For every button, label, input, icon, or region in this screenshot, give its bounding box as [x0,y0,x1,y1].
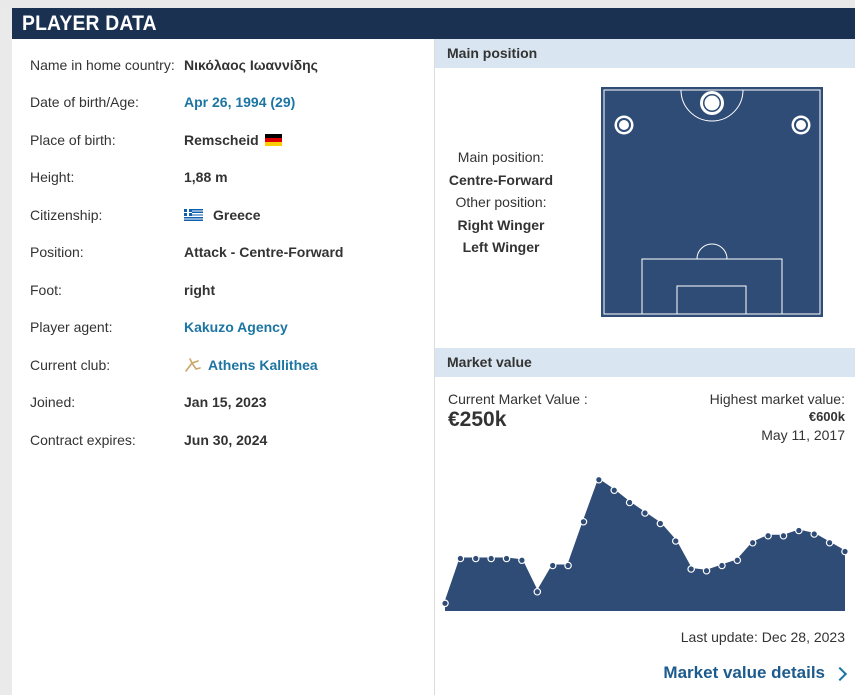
chart-point[interactable] [487,554,495,563]
club-link[interactable]: Athens Kallithea [184,357,318,373]
row-label: Height: [30,169,75,185]
chart-point[interactable] [625,498,634,507]
row-value: Greece [184,207,260,223]
row-label: Player agent: [30,319,113,335]
main-position-title: Main position [447,45,538,61]
row-label: Current club: [30,357,111,373]
highest-value-date: May 11, 2017 [761,427,845,443]
chart-point[interactable] [610,486,619,495]
row-label: Contract expires: [30,432,136,448]
chart-point[interactable] [441,599,449,608]
row-value: Jun 30, 2024 [184,432,268,448]
other-position-value: Left Winger [462,239,540,255]
row-value: Νικόλαος Ιωαννίδης [184,57,318,73]
details-link-label: Market value details [663,663,825,682]
market-value-chart [441,475,849,611]
chart-point[interactable] [795,526,803,535]
centre-forward-marker [700,91,724,115]
other-position-value: Right Winger [457,217,545,233]
chart-point[interactable] [656,519,665,528]
chart-point[interactable] [518,556,526,565]
current-value-label: Current Market Value : [448,391,588,407]
chart-point[interactable] [641,509,649,517]
other-position-label: Other position: [455,194,547,210]
column-divider [434,39,435,695]
row-value: right [184,282,216,298]
chart-point[interactable] [779,531,788,540]
section-header: PLAYER DATA [12,8,855,39]
agent-link[interactable]: Kakuzo Agency [184,319,288,335]
chart-point[interactable] [564,561,572,570]
chart-point[interactable] [533,587,542,596]
chart-point[interactable] [825,538,834,547]
chart-point[interactable] [702,566,711,575]
chart-point[interactable] [810,530,819,538]
row-value: Jan 15, 2023 [184,394,267,410]
main-position-value: Centre-Forward [448,172,554,188]
right-winger-marker [791,115,811,135]
club-name: Athens Kallithea [208,357,318,373]
chart-point[interactable] [579,517,588,526]
chart-point[interactable] [748,538,757,547]
chart-point[interactable] [456,554,465,563]
chart-point[interactable] [733,556,742,565]
last-update-text: Last update: Dec 28, 2023 [680,629,845,645]
top-strip [0,0,855,8]
row-label: Place of birth: [30,132,116,148]
main-position-label: Main position: [457,149,545,165]
highest-value: €600k [808,409,845,424]
chart-point[interactable] [548,561,557,570]
citizenship-text: Greece [213,207,261,223]
chart-point[interactable] [718,561,726,570]
chart-point[interactable] [764,531,772,540]
row-value: Attack - Centre-Forward [184,244,344,260]
position-pitch [601,87,823,317]
chart-point[interactable] [471,554,480,563]
chevron-right-icon [832,666,848,681]
market-value-details-link[interactable]: Market value details [663,663,848,683]
greece-flag-icon [184,209,203,221]
row-label: Joined: [30,394,76,410]
highest-value-label: Highest market value: [709,391,845,407]
chart-points [441,475,849,608]
germany-flag-icon [264,134,282,146]
chart-point[interactable] [502,554,511,563]
row-label: Position: [30,244,84,260]
row-label: Citizenship: [30,207,103,223]
row-label: Foot: [30,282,62,298]
chart-point[interactable] [841,547,849,556]
birthplace-text: Remscheid [184,132,259,148]
row-value: Remscheid [184,132,282,148]
birthdate-link[interactable]: Apr 26, 1994 (29) [184,94,296,110]
main-position-header: Main position [435,39,855,68]
chart-point[interactable] [687,565,695,573]
row-label: Date of birth/Age: [30,94,139,110]
left-winger-marker [614,115,634,135]
current-value: €250k [448,408,507,431]
chart-area [445,479,845,611]
chart-point[interactable] [671,537,680,545]
club-crest-icon [185,358,201,372]
row-value: 1,88 m [184,169,228,185]
market-value-header: Market value [435,348,855,377]
section-title: PLAYER DATA [22,12,157,35]
chart-point[interactable] [595,475,603,484]
row-label: Name in home country: [30,57,175,73]
market-value-title: Market value [447,354,532,370]
